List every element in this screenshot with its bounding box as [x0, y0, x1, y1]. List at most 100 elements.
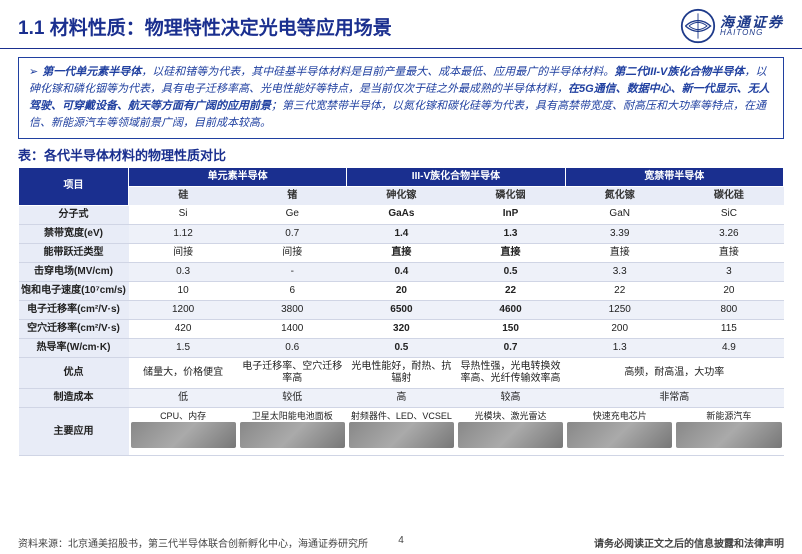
table-cell: 0.5 [347, 338, 456, 357]
table-row: 电子迁移率(cm²/V·s)12003800650046001250800 [19, 300, 784, 319]
table-cell: 间接 [129, 243, 238, 262]
table-cell: 1.3 [456, 224, 565, 243]
slide-title: 1.1 材料性质：物理特性决定光电等应用场景 [18, 13, 392, 40]
row-label: 分子式 [19, 205, 129, 224]
table-cell: 低 [129, 388, 238, 407]
row-label: 热导率(W/cm·K) [19, 338, 129, 357]
table-cell: 射频器件、LED、VCSEL [347, 407, 456, 456]
header-project: 项目 [19, 168, 129, 206]
table-cell: 10 [129, 281, 238, 300]
application-image [240, 422, 345, 448]
table-cell-merged: 非常高 [565, 388, 783, 407]
row-label: 电子迁移率(cm²/V·s) [19, 300, 129, 319]
table-cell: 较低 [238, 388, 347, 407]
table-cell: 新能源汽车 [674, 407, 783, 456]
table-sub-header: 砷化镓 [347, 187, 456, 206]
table-row: 禁带宽度(eV)1.120.71.41.33.393.26 [19, 224, 784, 243]
table-body: 分子式SiGeGaAsInPGaNSiC禁带宽度(eV)1.120.71.41.… [19, 205, 784, 456]
application-image [567, 422, 672, 448]
table-cell: - [238, 262, 347, 281]
row-label: 优点 [19, 357, 129, 388]
table-sub-header: 氮化镓 [565, 187, 674, 206]
table-cell: InP [456, 205, 565, 224]
table-cell: 6500 [347, 300, 456, 319]
table-cell: 320 [347, 319, 456, 338]
materials-table: 项目 单元素半导体 III-V族化合物半导体 宽禁带半导体 硅锗砷化镓磷化铟氮化… [18, 167, 784, 456]
table-row: 优点储量大，价格便宜电子迁移率、空穴迁移率高光电性能好，耐热、抗辐射导热性强，光… [19, 357, 784, 388]
table-sub-header-row: 硅锗砷化镓磷化铟氮化镓碳化硅 [19, 187, 784, 206]
table-cell: GaN [565, 205, 674, 224]
table-cell: 0.7 [456, 338, 565, 357]
row-label: 主要应用 [19, 407, 129, 456]
table-cell: 卫星太阳能电池面板 [238, 407, 347, 456]
title-number: 1.1 [18, 18, 44, 39]
table-cell: 115 [674, 319, 783, 338]
table-row: 能带跃迁类型间接间接直接直接直接直接 [19, 243, 784, 262]
table-cell: 电子迁移率、空穴迁移率高 [238, 357, 347, 388]
application-image [676, 422, 781, 448]
row-label: 制造成本 [19, 388, 129, 407]
bullet-icon: ➢ [29, 66, 38, 78]
table-cell: 22 [565, 281, 674, 300]
table-cell: 1.5 [129, 338, 238, 357]
haitong-logo-icon [680, 8, 716, 44]
table-sub-header: 磷化铟 [456, 187, 565, 206]
slide-footer: 资料来源：北京通美招股书，第三代半导体联合创新孵化中心，海通证券研究所 4 请务… [18, 535, 784, 550]
table-cell: 间接 [238, 243, 347, 262]
table-cell: Si [129, 205, 238, 224]
table-cell: 22 [456, 281, 565, 300]
title-main: 材料性质： [50, 18, 145, 39]
table-cell: 1400 [238, 319, 347, 338]
table-cell: 0.7 [238, 224, 347, 243]
footer-page: 4 [398, 535, 404, 546]
row-label: 禁带宽度(eV) [19, 224, 129, 243]
table-cell: GaAs [347, 205, 456, 224]
table-cell: 高 [347, 388, 456, 407]
table-sub-header: 硅 [129, 187, 238, 206]
table-cell: 导热性强，光电转换效率高、光纤传输效率高 [456, 357, 565, 388]
table-cell: 直接 [456, 243, 565, 262]
table-cell: 0.3 [129, 262, 238, 281]
table-row: 制造成本低较低高较高非常高 [19, 388, 784, 407]
table-cell: 直接 [565, 243, 674, 262]
table-caption: 表：各代半导体材料的物理性质对比 [18, 145, 784, 164]
table-cell: 0.5 [456, 262, 565, 281]
table-sub-header: 碳化硅 [674, 187, 783, 206]
table-cell: 0.4 [347, 262, 456, 281]
table-row: 击穿电场(MV/cm)0.3-0.40.53.33 [19, 262, 784, 281]
table-row: 热导率(W/cm·K)1.50.60.50.71.34.9 [19, 338, 784, 357]
title-sub: 物理特性决定光电等应用场景 [145, 18, 392, 39]
table-cell: 快速充电芯片 [565, 407, 674, 456]
table-row: 分子式SiGeGaAsInPGaNSiC [19, 205, 784, 224]
table-row: 主要应用CPU、内存卫星太阳能电池面板射频器件、LED、VCSEL光模块、激光雷… [19, 407, 784, 456]
row-label: 饱和电子速度(10⁷cm/s) [19, 281, 129, 300]
table-cell: 3.39 [565, 224, 674, 243]
table-cell: 1200 [129, 300, 238, 319]
slide-header: 1.1 材料性质：物理特性决定光电等应用场景 海通证券 HAITONG [0, 0, 802, 49]
table-cell: 20 [347, 281, 456, 300]
table-cell: 1.3 [565, 338, 674, 357]
table-cell: 较高 [456, 388, 565, 407]
table-cell: CPU、内存 [129, 407, 238, 456]
header-group-3: 宽禁带半导体 [565, 168, 783, 187]
table-cell: 3 [674, 262, 783, 281]
table-sub-header: 锗 [238, 187, 347, 206]
table-group-header-row: 项目 单元素半导体 III-V族化合物半导体 宽禁带半导体 [19, 168, 784, 187]
table-cell: 直接 [674, 243, 783, 262]
table-cell: 3.3 [565, 262, 674, 281]
table-cell: 150 [456, 319, 565, 338]
table-cell: 3.26 [674, 224, 783, 243]
table-row: 空穴迁移率(cm²/V·s)4201400320150200115 [19, 319, 784, 338]
footer-disclaimer: 请务必阅读正文之后的信息披露和法律声明 [594, 535, 784, 550]
table-cell: 20 [674, 281, 783, 300]
table-cell: 直接 [347, 243, 456, 262]
row-label: 能带跃迁类型 [19, 243, 129, 262]
logo-text-cn: 海通证券 [720, 15, 784, 29]
table-cell: 4.9 [674, 338, 783, 357]
table-cell: 6 [238, 281, 347, 300]
table-cell: SiC [674, 205, 783, 224]
table-cell: 1.12 [129, 224, 238, 243]
header-group-1: 单元素半导体 [129, 168, 347, 187]
application-image [349, 422, 454, 448]
table-cell-merged: 高频，耐高温，大功率 [565, 357, 783, 388]
